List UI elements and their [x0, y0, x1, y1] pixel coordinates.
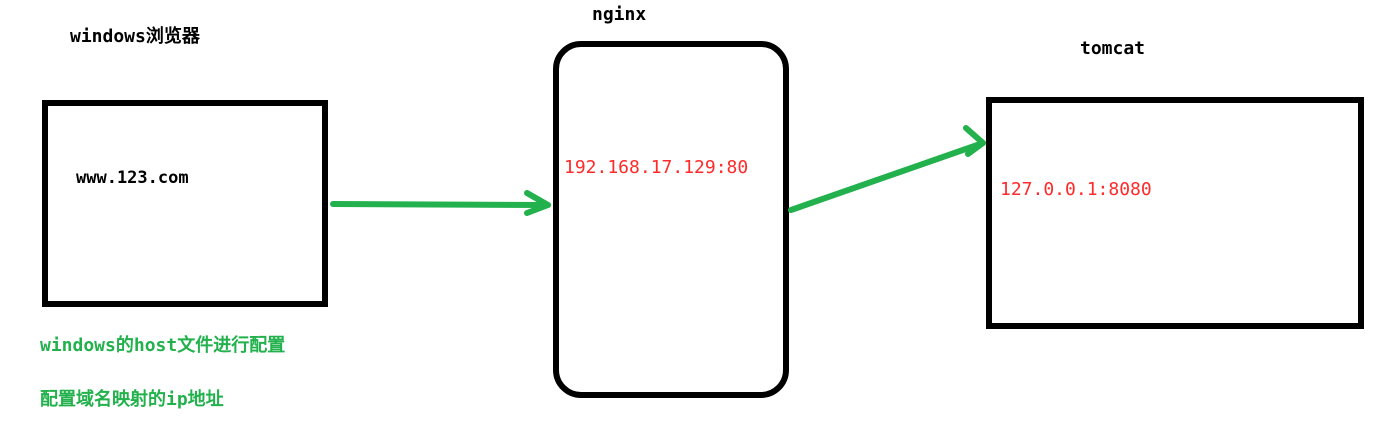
browser-title: windows浏览器	[70, 26, 200, 47]
tomcat-address: 127.0.0.1:8080	[1000, 179, 1152, 200]
browser-box: www.123.com	[42, 100, 328, 307]
nginx-box: 192.168.17.129:80	[553, 41, 789, 398]
nginx-address: 192.168.17.129:80	[564, 157, 749, 178]
nginx-title: nginx	[592, 4, 647, 25]
mapping-note: 配置域名映射的ip地址	[40, 389, 224, 410]
nginx-to-tomcat-arrow	[788, 125, 986, 213]
browser-url: www.123.com	[76, 168, 189, 188]
tomcat-box: 127.0.0.1:8080	[986, 97, 1364, 329]
hosts-note: windows的host文件进行配置	[40, 335, 286, 356]
tomcat-title: tomcat	[1080, 38, 1146, 59]
browser-to-nginx-arrow	[330, 190, 551, 216]
